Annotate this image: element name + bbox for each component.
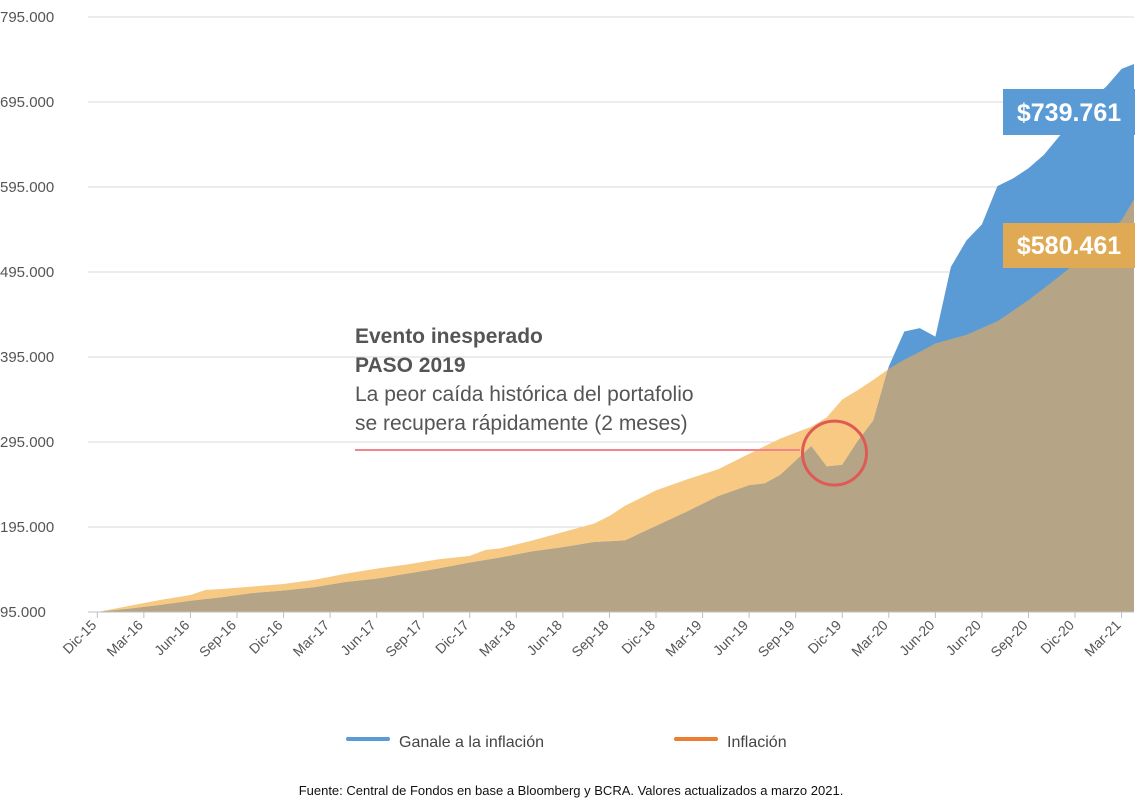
annotation-text-line-2: se recupera rápidamente (2 meses) [355,412,688,435]
x-tick-label: Jun-20 [896,617,938,659]
x-tick-label: Sep-16 [196,617,239,660]
x-tick-label: Mar-17 [290,617,333,660]
x-tick-label: Sep-17 [382,617,425,660]
legend-label-inflation: Inflación [727,734,787,751]
annotation-title: Evento inesperado [355,325,543,348]
legend: Ganale a la inflación Inflación [346,734,787,751]
y-tick-label: 295.000 [0,434,54,451]
x-tick-label: Mar-21 [1081,617,1124,660]
callout-portfolio-value: $739.761 [1017,99,1121,127]
x-tick-label: Jun-16 [151,617,193,659]
x-tick-label: Jun-19 [710,617,752,659]
annotation-subtitle: PASO 2019 [355,354,466,377]
x-tick-label: Sep-18 [568,617,611,660]
chart-areas [97,64,1134,612]
annotation-highlight-circle [801,419,868,487]
x-tick-label: Mar-18 [476,617,519,660]
annotation-text-line-1: La peor caída histórica del portafolio [355,383,694,406]
x-tick-label: Jun-20 [942,617,984,659]
callout-inflation-value: $580.461 [1017,232,1121,260]
x-tick-label: Sep-19 [755,617,798,660]
legend-swatch-inflation [674,737,718,741]
y-tick-label: 795.000 [0,9,54,26]
y-tick-label: 395.000 [0,349,54,366]
x-tick-label: Dic-16 [246,617,286,657]
y-tick-label: 595.000 [0,179,54,196]
grid-lines [88,16,1134,613]
legend-label-portfolio: Ganale a la inflación [399,734,544,751]
y-tick-label: 495.000 [0,264,54,281]
y-tick-label: 695.000 [0,94,54,111]
callout-portfolio-value-box [1003,89,1135,135]
y-axis: 95.000 195.000 295.000 395.000 495.000 595.00… [0,9,54,621]
x-tick-label: Jun-17 [337,617,379,659]
callout-inflation-value-box [1003,223,1135,268]
x-tick-label: Dic-15 [60,617,100,657]
x-axis: Dic-15 Mar-16 Jun-16 Sep-16 Dic-16 Mar-17 Jun-… [60,611,1134,660]
y-tick-label: 195.000 [0,519,54,536]
x-tick-label: Jun-18 [523,617,565,659]
legend-swatch-portfolio [346,737,390,741]
x-tick-label: Dic-17 [432,617,472,657]
x-tick-label: Mar-19 [662,617,705,660]
x-tick-label: Mar-16 [103,617,146,660]
x-tick-label: Sep-20 [987,617,1030,660]
x-tick-label: Mar-20 [848,617,891,660]
x-tick-label: Dic-19 [804,617,844,657]
x-tick-label: Dic-20 [1037,617,1077,657]
series-area-overlap [97,199,1134,612]
x-tick-label: Dic-18 [618,617,658,657]
source-note: Fuente: Central de Fondos en base a Bloo… [299,783,844,798]
y-tick-label: 95.000 [0,604,46,621]
